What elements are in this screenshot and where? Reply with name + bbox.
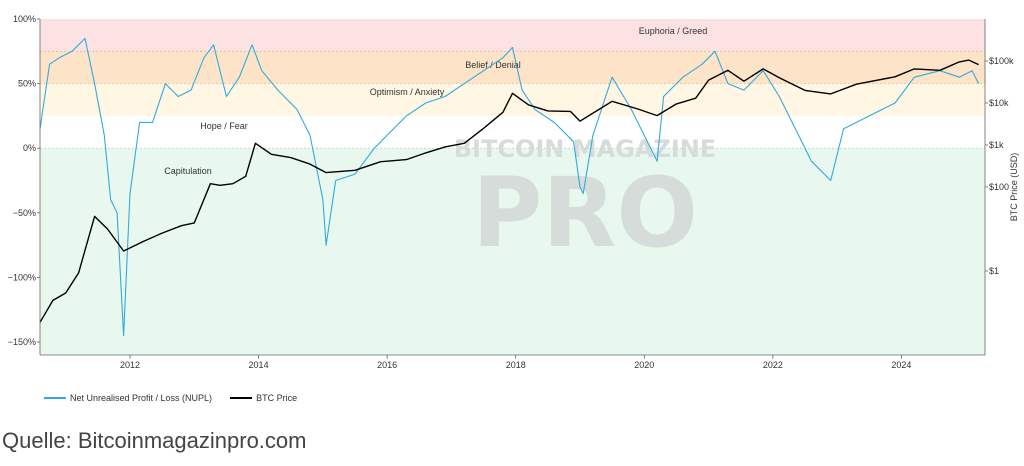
legend-item-nupl[interactable]: Net Unrealised Profit / Loss (NUPL)	[44, 393, 212, 403]
legend-item-btc-price[interactable]: BTC Price	[230, 393, 297, 403]
y-right-tick-label-3: $100	[989, 182, 1009, 192]
x-tick-label-0: 2012	[120, 360, 140, 370]
zone-band-0	[40, 19, 985, 52]
x-tick-label-6: 2024	[891, 360, 911, 370]
x-tick-label-5: 2022	[763, 360, 783, 370]
y-left-tick-label-5: −150%	[8, 337, 36, 347]
zone-label-2: Optimism / Anxiety	[370, 87, 445, 97]
y-right-tick-label-2: $1k	[989, 140, 1004, 150]
x-tick-label-3: 2018	[506, 360, 526, 370]
zone-label-4: Capitulation	[164, 166, 212, 176]
zone-label-3: Hope / Fear	[200, 121, 248, 131]
zone-label-0: Euphoria / Greed	[639, 26, 708, 36]
y-right-tick-label-0: $100k	[989, 56, 1014, 66]
y-right-tick-label-1: $10k	[989, 98, 1009, 108]
source-caption: Quelle: Bitcoinmagazinpro.com	[2, 428, 307, 453]
zone-band-4	[40, 148, 985, 355]
watermark-line-2: PRO	[472, 157, 698, 269]
legend-label-nupl: Net Unrealised Profit / Loss (NUPL)	[70, 393, 213, 403]
y-right-axis-title: BTC Price (USD)	[1009, 153, 1019, 222]
legend-label-btc-price: BTC Price	[256, 393, 298, 403]
zone-band-2	[40, 83, 985, 116]
zone-band-1	[40, 51, 985, 84]
legend: Net Unrealised Profit / Loss (NUPL) BTC …	[44, 393, 297, 403]
y-left-tick-label-3: −50%	[13, 208, 36, 218]
y-left-tick-label-1: 50%	[18, 79, 36, 89]
sentiment-zones	[40, 19, 985, 355]
x-tick-label-2: 2016	[377, 360, 397, 370]
series-line-0	[39, 37, 980, 337]
y-right-tick-label-4: $1	[989, 266, 999, 276]
grid-lines	[40, 51, 985, 149]
y-left-tick-label-0: 100%	[13, 14, 36, 24]
x-tick-label-1: 2014	[249, 360, 269, 370]
zone-band-3	[40, 115, 985, 149]
watermark-line-1: BITCOIN MAGAZINE	[454, 135, 717, 163]
y-left-tick-label-4: −100%	[8, 272, 36, 282]
series-layer	[39, 37, 980, 337]
legend-swatch-nupl	[44, 397, 66, 399]
y-left-tick-label-2: 0%	[23, 143, 36, 153]
x-tick-label-4: 2020	[634, 360, 654, 370]
series-line-1	[39, 59, 979, 323]
axes: 2012 2014 2016 2018 2020 2022 2024 100% 50% 0% −50…	[8, 14, 1019, 370]
legend-swatch-btc-price	[230, 397, 253, 399]
